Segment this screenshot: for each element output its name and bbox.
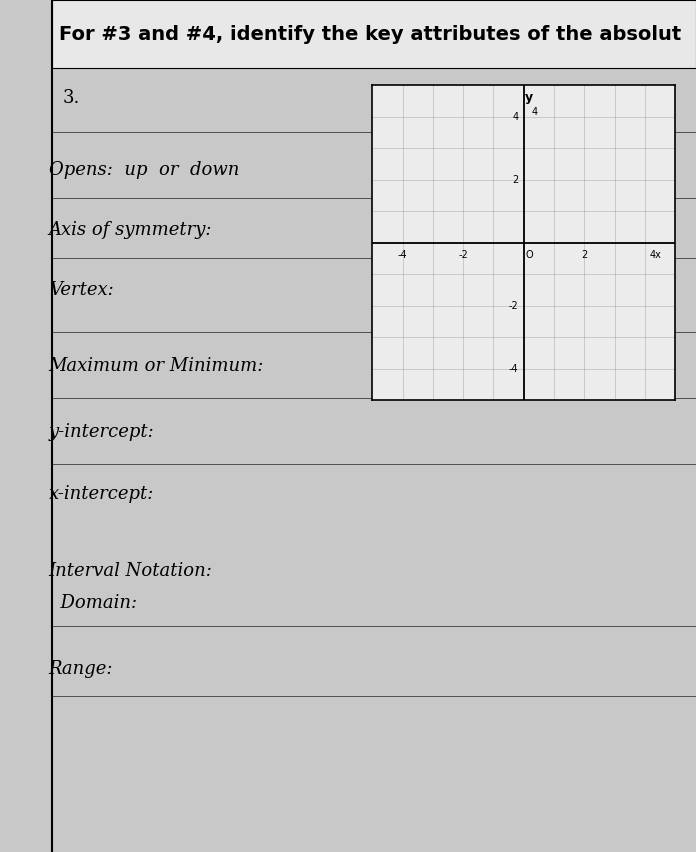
Text: -2: -2 (509, 301, 519, 311)
Text: O: O (525, 250, 533, 260)
Text: 4: 4 (512, 112, 519, 122)
Text: 3.: 3. (63, 89, 80, 107)
Bar (52, 0, 696, 68)
Text: 4: 4 (531, 107, 537, 117)
Text: x-intercept:: x-intercept: (49, 485, 154, 504)
Text: 2: 2 (581, 250, 587, 260)
Text: Vertex:: Vertex: (49, 280, 113, 299)
Text: -2: -2 (458, 250, 468, 260)
Text: Opens:  up  or  down: Opens: up or down (49, 161, 239, 180)
Text: Maximum or Minimum:: Maximum or Minimum: (49, 357, 264, 376)
Text: -4: -4 (398, 250, 407, 260)
Text: y-intercept:: y-intercept: (49, 423, 155, 441)
Text: Axis of symmetry:: Axis of symmetry: (49, 221, 212, 239)
Text: Domain:: Domain: (49, 594, 137, 613)
Text: Range:: Range: (49, 659, 113, 678)
Text: 4x: 4x (649, 250, 661, 260)
Text: y: y (525, 91, 533, 104)
Text: Interval Notation:: Interval Notation: (49, 561, 212, 580)
Text: For #3 and #4, identify the key attributes of the absolut: For #3 and #4, identify the key attribut… (59, 25, 681, 43)
Text: 2: 2 (512, 175, 519, 185)
Text: -4: -4 (509, 364, 519, 374)
